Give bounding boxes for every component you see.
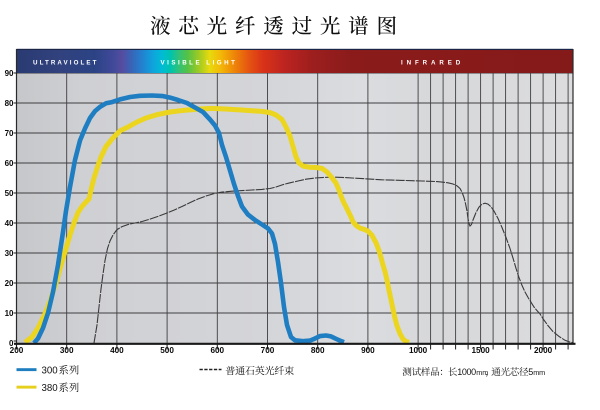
svg-text:1000: 1000: [457, 367, 476, 377]
svg-text:400: 400: [110, 346, 124, 355]
svg-text:30: 30: [5, 249, 14, 258]
svg-text:600: 600: [210, 346, 224, 355]
svg-text:mm: mm: [476, 368, 488, 377]
svg-text:200: 200: [10, 346, 24, 355]
svg-text:300: 300: [42, 366, 59, 377]
svg-text:5: 5: [528, 367, 533, 377]
svg-text:700: 700: [261, 346, 275, 355]
svg-text:20: 20: [5, 279, 14, 288]
svg-text:70: 70: [5, 129, 14, 138]
svg-text:1500: 1500: [471, 346, 490, 355]
svg-text:INFRARED: INFRARED: [401, 60, 464, 67]
svg-text:900: 900: [361, 346, 375, 355]
svg-text:mm: mm: [533, 368, 545, 377]
svg-text:80: 80: [5, 99, 14, 108]
svg-text:ULTRAVIOLET: ULTRAVIOLET: [33, 60, 99, 67]
svg-text:380: 380: [42, 383, 59, 394]
svg-text:300: 300: [60, 346, 74, 355]
svg-text:800: 800: [311, 346, 325, 355]
svg-text:90: 90: [5, 69, 14, 78]
svg-text:10: 10: [5, 309, 14, 318]
svg-text:500: 500: [160, 346, 174, 355]
svg-text:50: 50: [5, 189, 14, 198]
svg-text:0: 0: [9, 339, 14, 348]
svg-text:60: 60: [5, 159, 14, 168]
svg-text:2000: 2000: [534, 346, 553, 355]
svg-text:1000: 1000: [409, 346, 428, 355]
svg-text:40: 40: [5, 219, 14, 228]
svg-text:VISIBLE LIGHT: VISIBLE LIGHT: [161, 60, 238, 67]
